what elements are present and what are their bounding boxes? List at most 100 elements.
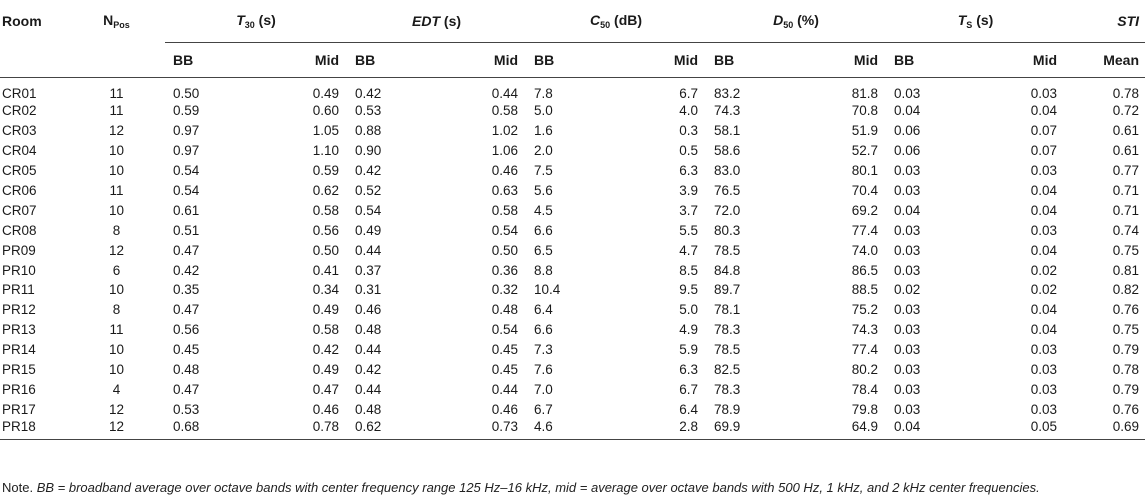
cell-npos: 4 xyxy=(112,381,121,397)
cell-ts-mid: 0.03 xyxy=(1030,381,1058,397)
cell-room: PR14 xyxy=(2,342,36,358)
cell-ts-mid: 0.03 xyxy=(1030,222,1058,238)
cell-c50-mid: 4.9 xyxy=(679,322,699,338)
cell-sti-mean: 0.61 xyxy=(1112,143,1140,159)
table-row: PR11 10 0.35 0.34 0.31 0.32 10.4 9.5 89.7 88.5 0.0… xyxy=(0,280,1145,300)
table-row: PR09 12 0.47 0.50 0.44 0.50 6.5 4.7 78.5 74.0 0.03… xyxy=(0,240,1145,260)
cell-d50-mid: 80.1 xyxy=(851,163,879,179)
cell-npos: 12 xyxy=(108,242,125,258)
cell-d50-bb: 78.5 xyxy=(714,242,741,258)
cell-ts-mid: 0.04 xyxy=(1030,103,1058,119)
cell-room: CR06 xyxy=(2,183,37,198)
cell-t30-mid: 0.34 xyxy=(312,282,340,298)
cell-c50-mid: 0.3 xyxy=(679,123,699,139)
cell-d50-mid: 52.7 xyxy=(851,143,879,159)
cell-npos: 10 xyxy=(108,342,125,358)
cell-d50-bb: 78.5 xyxy=(714,342,741,358)
cell-ts-bb: 0.03 xyxy=(894,401,921,417)
cell-edt-mid: 0.45 xyxy=(491,342,519,358)
cell-edt-mid: 0.63 xyxy=(491,183,519,198)
cell-t30-bb: 0.68 xyxy=(173,419,200,435)
cell-c50-bb: 6.6 xyxy=(534,222,553,238)
cell-t30-bb: 0.54 xyxy=(173,183,200,198)
header-sti: STI xyxy=(1065,0,1145,43)
cell-t30-mid: 0.49 xyxy=(312,86,340,101)
cell-t30-mid: 0.62 xyxy=(312,183,340,198)
cell-c50-bb: 7.8 xyxy=(534,86,553,101)
cell-room: CR07 xyxy=(2,202,37,218)
cell-d50-mid: 80.2 xyxy=(851,362,879,378)
cell-edt-bb: 0.42 xyxy=(355,163,382,179)
cell-c50-mid: 6.3 xyxy=(679,163,699,179)
cell-edt-mid: 0.48 xyxy=(491,302,519,318)
cell-edt-bb: 0.46 xyxy=(355,302,382,318)
cell-room: PR16 xyxy=(2,381,36,397)
cell-d50-bb: 72.0 xyxy=(714,202,741,218)
table-row: CR05 10 0.54 0.59 0.42 0.46 7.5 6.3 83.0 80.1 0.03… xyxy=(0,161,1145,181)
cell-c50-bb: 2.0 xyxy=(534,143,553,159)
cell-c50-mid: 3.9 xyxy=(679,183,699,198)
cell-edt-mid: 0.50 xyxy=(491,242,519,258)
header-t30: T30 (s) xyxy=(165,0,348,43)
cell-edt-mid: 0.46 xyxy=(491,163,519,179)
cell-npos: 11 xyxy=(109,322,124,338)
cell-room: PR13 xyxy=(2,322,36,338)
cell-c50-mid: 6.7 xyxy=(679,86,699,101)
cell-room: CR05 xyxy=(2,163,37,179)
cell-c50-bb: 4.6 xyxy=(534,419,553,435)
cell-npos: 10 xyxy=(108,282,125,298)
subheader-mid: Mid xyxy=(853,52,879,68)
cell-c50-mid: 5.0 xyxy=(679,302,699,318)
cell-npos: 6 xyxy=(112,262,121,278)
cell-room: PR09 xyxy=(2,242,36,258)
table-row: CR01 11 0.50 0.49 0.42 0.44 7.8 6.7 83.2 81.8 0.03… xyxy=(0,78,1145,101)
cell-ts-bb: 0.03 xyxy=(894,242,921,258)
cell-ts-mid: 0.02 xyxy=(1030,282,1058,298)
cell-npos: 8 xyxy=(112,222,121,238)
cell-ts-bb: 0.02 xyxy=(894,282,921,298)
cell-t30-mid: 0.46 xyxy=(312,401,340,417)
cell-edt-bb: 0.42 xyxy=(355,86,382,101)
cell-ts-mid: 0.03 xyxy=(1030,362,1058,378)
cell-ts-bb: 0.03 xyxy=(894,262,921,278)
cell-ts-mid: 0.04 xyxy=(1030,242,1058,258)
cell-c50-mid: 6.7 xyxy=(679,381,699,397)
cell-sti-mean: 0.61 xyxy=(1112,123,1140,139)
cell-d50-bb: 78.9 xyxy=(714,401,741,417)
cell-d50-mid: 64.9 xyxy=(851,419,879,435)
cell-ts-mid: 0.04 xyxy=(1030,202,1058,218)
cell-sti-mean: 0.75 xyxy=(1112,322,1140,338)
cell-edt-bb: 0.54 xyxy=(355,202,382,218)
cell-t30-bb: 0.56 xyxy=(173,322,200,338)
cell-t30-bb: 0.45 xyxy=(173,342,200,358)
table-row: PR12 8 0.47 0.49 0.46 0.48 6.4 5.0 78.1 75.2 0.03 0… xyxy=(0,300,1145,320)
cell-room: PR15 xyxy=(2,362,36,378)
table-row: CR03 12 0.97 1.05 0.88 1.02 1.6 0.3 58.1 51.9 0.06… xyxy=(0,121,1145,141)
cell-d50-bb: 76.5 xyxy=(714,183,741,198)
cell-d50-mid: 75.2 xyxy=(851,302,879,318)
cell-sti-mean: 0.79 xyxy=(1112,342,1140,358)
cell-ts-bb: 0.03 xyxy=(894,302,921,318)
cell-t30-bb: 0.47 xyxy=(173,302,200,318)
cell-d50-bb: 82.5 xyxy=(714,362,741,378)
cell-npos: 12 xyxy=(108,401,125,417)
cell-npos: 8 xyxy=(112,302,121,318)
cell-edt-bb: 0.90 xyxy=(355,143,382,159)
cell-t30-bb: 0.54 xyxy=(173,163,200,179)
cell-ts-bb: 0.03 xyxy=(894,362,921,378)
cell-ts-bb: 0.06 xyxy=(894,123,921,139)
cell-sti-mean: 0.76 xyxy=(1112,302,1140,318)
cell-npos: 10 xyxy=(108,143,125,159)
cell-ts-mid: 0.03 xyxy=(1030,342,1058,358)
cell-t30-mid: 0.49 xyxy=(312,362,340,378)
cell-t30-bb: 0.42 xyxy=(173,262,200,278)
cell-c50-bb: 5.0 xyxy=(534,103,553,119)
cell-room: CR04 xyxy=(2,143,37,159)
cell-c50-bb: 7.5 xyxy=(534,163,553,179)
cell-d50-bb: 83.2 xyxy=(714,86,741,101)
cell-edt-mid: 0.44 xyxy=(491,86,519,101)
subheader-bb: BB xyxy=(714,52,735,68)
cell-t30-mid: 0.47 xyxy=(312,381,340,397)
header-npos: NPos xyxy=(103,12,130,31)
subheader-mean: Mean xyxy=(1103,52,1140,68)
